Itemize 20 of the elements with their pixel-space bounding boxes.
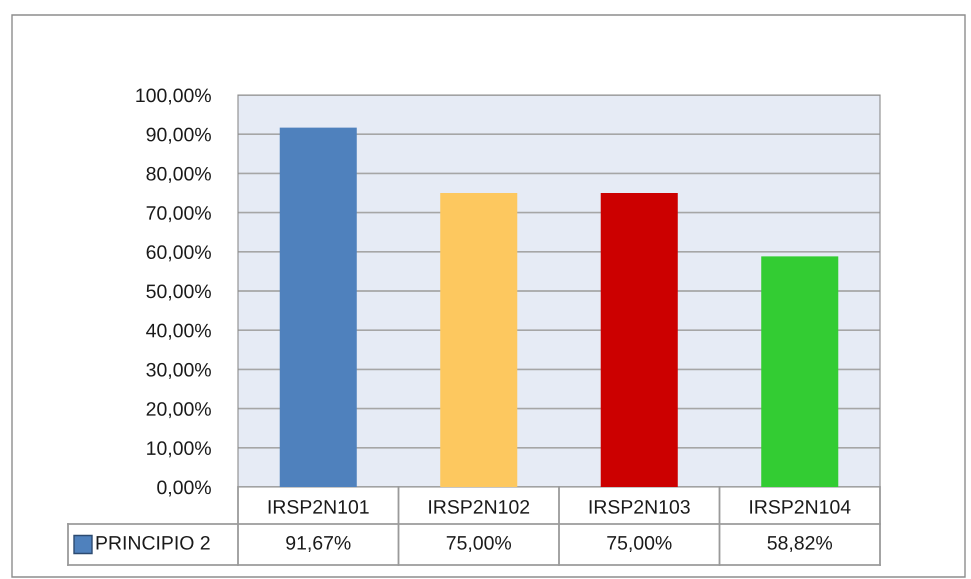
y-tick-label: 80,00% <box>146 166 211 183</box>
x-tick-label: IRSP2N102 <box>429 500 530 514</box>
legend-label: PRINCIPIO 2 <box>96 536 210 550</box>
x-tick-label: IRSP2N101 <box>268 500 369 514</box>
x-tick-label: IRSP2N104 <box>750 500 851 514</box>
data-label: 75,00% <box>607 536 672 552</box>
data-label: 75,00% <box>446 536 512 552</box>
data-label: 58,82% <box>768 536 832 552</box>
y-tick-label: 90,00% <box>146 128 211 144</box>
y-tick-label: 10,00% <box>147 441 211 458</box>
y-tick-label: 60,00% <box>146 245 211 262</box>
y-tick-label: 70,00% <box>146 206 211 222</box>
y-tick-label: 50,00% <box>146 284 211 301</box>
y-tick-label: 30,00% <box>146 362 211 379</box>
data-label: 91,67% <box>286 536 351 552</box>
y-tick-label: 0,00% <box>157 480 211 497</box>
y-tick-label: 20,00% <box>146 402 211 418</box>
y-tick-label: 40,00% <box>146 324 211 340</box>
x-tick-label: IRSP2N103 <box>590 500 690 514</box>
y-tick-label: 100,00% <box>136 88 211 105</box>
